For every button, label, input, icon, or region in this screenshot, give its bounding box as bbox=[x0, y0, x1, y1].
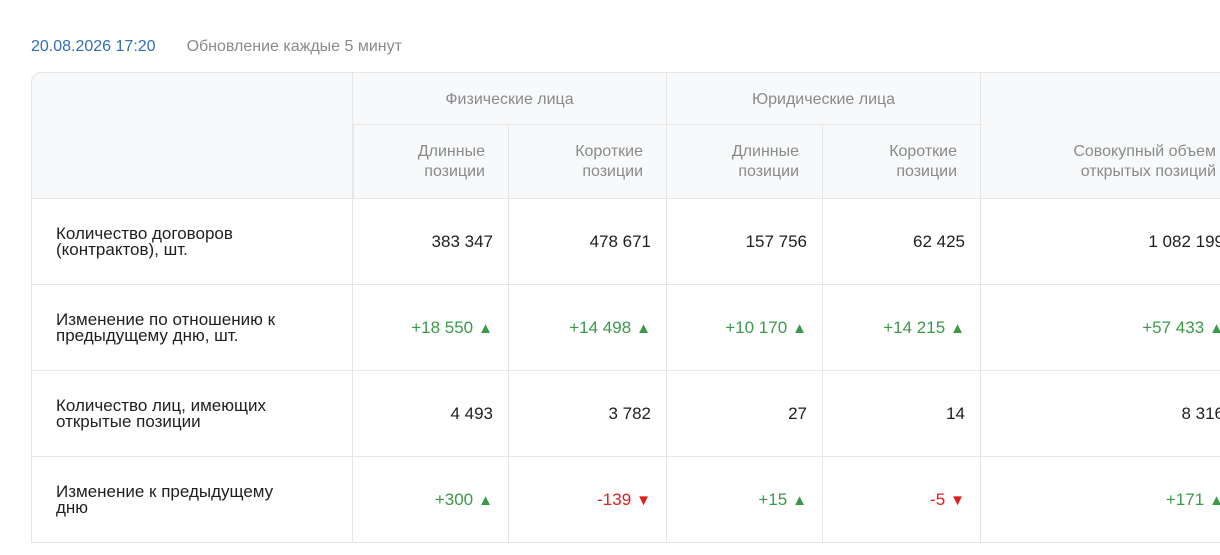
row-label-line: Изменение по отношению к bbox=[56, 309, 276, 329]
cell-value: +18 550 bbox=[411, 317, 474, 337]
cell-value: 4 493 bbox=[450, 403, 493, 423]
cell-legal-long: 157 756 bbox=[667, 199, 824, 285]
cell-value: 157 756 bbox=[745, 231, 808, 251]
cell-value: 8 316 bbox=[1181, 403, 1220, 423]
row-label-line: открытые позиции bbox=[56, 411, 201, 431]
group-header-legal-entities: Юридические лица bbox=[667, 72, 982, 125]
cell-total: +171 ▲ bbox=[981, 457, 1220, 543]
header-line: Короткие bbox=[889, 142, 958, 160]
cell-value: 14 bbox=[946, 403, 966, 423]
cell-value: 3 782 bbox=[608, 403, 652, 423]
cell-value: +14 215 bbox=[883, 317, 946, 337]
row-label-line: Количество лиц, имеющих bbox=[56, 395, 266, 415]
table-row-holders-change: Изменение к предыдущему дню +300 ▲ -139 ▼ … bbox=[31, 457, 1220, 543]
cell-value: +300 bbox=[434, 489, 474, 509]
row-label-line: Количество договоров bbox=[56, 223, 233, 243]
column-header-total-line2: открытых позиций bbox=[1080, 163, 1217, 180]
row-label-line: (контрактов), шт. bbox=[56, 239, 188, 259]
cell-value: +14 498 bbox=[569, 317, 632, 337]
column-header-total: Совокупный объем открытых позиций bbox=[981, 72, 1220, 199]
update-note: Обновление каждые 5 минут bbox=[186, 38, 402, 55]
cell-legal-long: +10 170 ▲ bbox=[667, 285, 824, 371]
cell-value: +171 bbox=[1165, 489, 1205, 509]
cell-value: -5 bbox=[930, 489, 946, 509]
column-header-total-line1: Совокупный объем bbox=[1073, 143, 1217, 160]
cell-individuals-short: -139 ▼ bbox=[509, 457, 668, 543]
table-row-contracts-change: Изменение по отношению к предыдущему дню… bbox=[31, 285, 1220, 371]
header-line: позиции bbox=[896, 162, 958, 180]
arrow-up-icon: ▲ bbox=[1209, 319, 1220, 337]
group-header-individuals: Физические лица bbox=[353, 72, 668, 125]
cell-total: 1 082 199 bbox=[981, 199, 1220, 285]
cell-individuals-short: +14 498 ▲ bbox=[509, 285, 668, 371]
column-header-legal-short: Короткие позиции bbox=[823, 125, 982, 199]
arrow-down-icon: ▼ bbox=[950, 491, 966, 509]
cell-individuals-short: 478 671 bbox=[509, 199, 668, 285]
cell-individuals-long: 4 493 bbox=[353, 371, 509, 457]
row-label: Изменение к предыдущему дню bbox=[31, 457, 353, 543]
cell-individuals-long: 383 347 bbox=[353, 199, 509, 285]
table-row-contracts-count: Количество договоров (контрактов), шт. 3… bbox=[31, 199, 1220, 285]
cell-value: +15 bbox=[758, 489, 788, 509]
cell-individuals-short: 3 782 bbox=[509, 371, 668, 457]
cell-legal-short: 62 425 bbox=[823, 199, 982, 285]
arrow-up-icon: ▲ bbox=[792, 491, 808, 509]
cell-value: 27 bbox=[788, 403, 808, 423]
arrow-up-icon: ▲ bbox=[792, 319, 808, 337]
cell-value: +57 433 bbox=[1142, 317, 1205, 337]
column-header-legal-long: Длинные позиции bbox=[667, 125, 824, 199]
arrow-up-icon: ▲ bbox=[478, 491, 493, 509]
cell-legal-long: 27 bbox=[667, 371, 824, 457]
cell-value: +10 170 bbox=[725, 317, 788, 337]
cell-legal-short: -5 ▼ bbox=[823, 457, 982, 543]
header-line: позиции bbox=[424, 162, 485, 180]
positions-table: Физические лица Юридические лица Совокуп… bbox=[31, 72, 1220, 543]
cell-total: 8 316 bbox=[981, 371, 1220, 457]
cell-individuals-long: +300 ▲ bbox=[353, 457, 509, 543]
page-header: 20.08.2026 17:20 Обновление каждые 5 мин… bbox=[31, 38, 402, 56]
arrow-up-icon: ▲ bbox=[478, 319, 493, 337]
cell-value: 1 082 199 bbox=[1148, 231, 1220, 251]
update-timestamp: 20.08.2026 17:20 bbox=[31, 38, 156, 55]
column-header-individuals-short: Короткие позиции bbox=[509, 125, 668, 199]
row-label-line: Изменение к предыдущему bbox=[56, 481, 274, 501]
header-line: Длинные bbox=[417, 142, 485, 160]
table-row-holders-count: Количество лиц, имеющих открытые позиции… bbox=[31, 371, 1220, 457]
header-line: Короткие bbox=[575, 142, 644, 160]
header-line: позиции bbox=[582, 162, 644, 180]
row-label-line: дню bbox=[56, 497, 89, 517]
row-label: Количество лиц, имеющих открытые позиции bbox=[31, 371, 353, 457]
row-label-line: предыдущему дню, шт. bbox=[56, 325, 239, 345]
arrow-up-icon: ▲ bbox=[636, 319, 652, 337]
row-label: Изменение по отношению к предыдущему дню… bbox=[31, 285, 353, 371]
corner-header-cell bbox=[31, 72, 353, 199]
arrow-up-icon: ▲ bbox=[950, 319, 966, 337]
cell-individuals-long: +18 550 ▲ bbox=[353, 285, 509, 371]
cell-legal-long: +15 ▲ bbox=[667, 457, 824, 543]
arrow-up-icon: ▲ bbox=[1209, 491, 1220, 509]
cell-value: 383 347 bbox=[431, 231, 493, 251]
cell-legal-short: +14 215 ▲ bbox=[823, 285, 982, 371]
column-header-individuals-long: Длинные позиции bbox=[353, 125, 509, 199]
cell-value: -139 bbox=[597, 489, 632, 509]
row-label: Количество договоров (контрактов), шт. bbox=[31, 199, 353, 285]
cell-value: 62 425 bbox=[913, 231, 966, 251]
arrow-down-icon: ▼ bbox=[636, 491, 652, 509]
header-line: позиции bbox=[738, 162, 800, 180]
cell-total: +57 433 ▲ bbox=[981, 285, 1220, 371]
cell-legal-short: 14 bbox=[823, 371, 982, 457]
header-line: Длинные bbox=[731, 142, 800, 160]
cell-value: 478 671 bbox=[589, 231, 652, 251]
